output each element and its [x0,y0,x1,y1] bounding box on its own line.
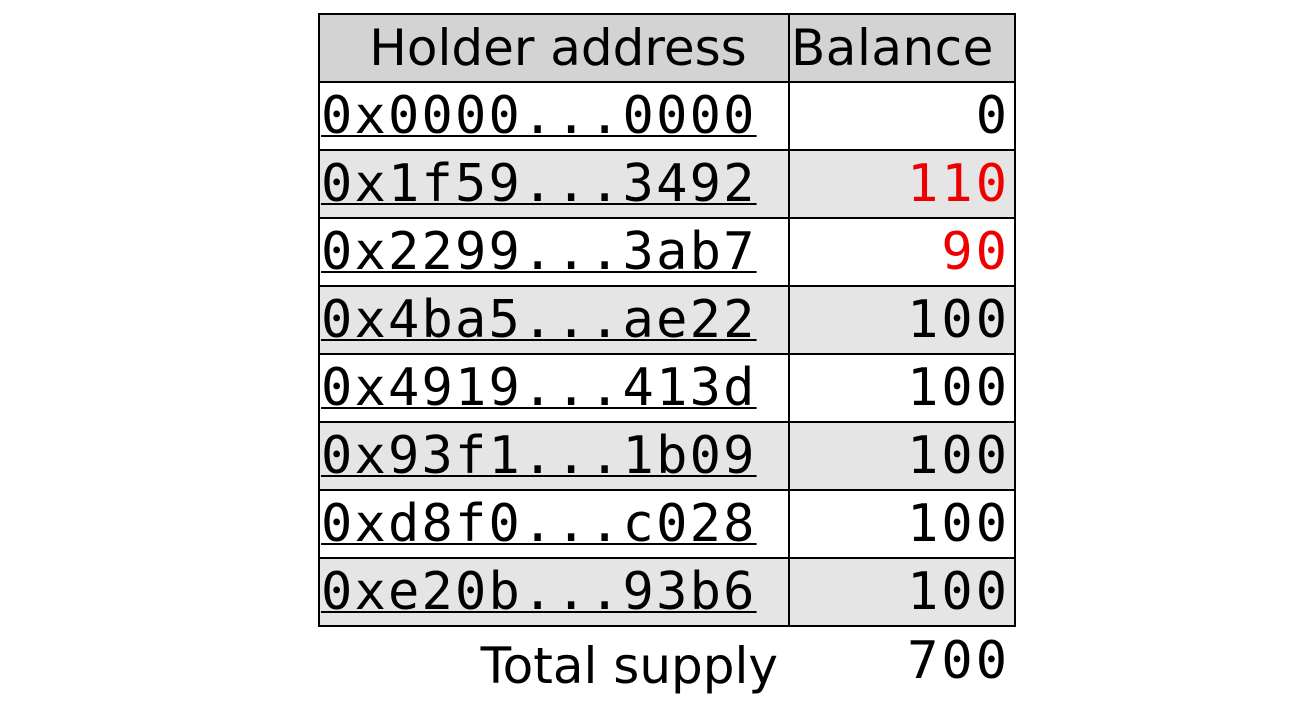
table-row: 0x4ba5...ae22 100 [318,285,1016,355]
total-supply-row: Total supply 700 [318,626,1014,696]
holder-address-link[interactable]: 0xd8f0...c028 [318,489,790,559]
holder-balance-value: 90 [788,217,1016,287]
table-row: 0xe20b...93b6 100 [318,557,1016,627]
table-body: 0x0000...0000 0 0x1f59...3492 110 0x2299...3… [318,81,1016,627]
total-supply-label: Total supply [480,637,778,695]
holder-balance-value: 100 [788,353,1016,423]
table-row: 0x0000...0000 0 [318,81,1016,151]
holder-balance-value: 100 [788,285,1016,355]
holder-address-link[interactable]: 0x1f59...3492 [318,149,790,219]
holder-balance-value: 100 [788,421,1016,491]
table-row: 0xd8f0...c028 100 [318,489,1016,559]
table-header-row: Holder address Balance [318,13,1016,83]
holder-address-link[interactable]: 0xe20b...93b6 [318,557,790,627]
table-row: 0x4919...413d 100 [318,353,1016,423]
holder-address-link[interactable]: 0x0000...0000 [318,81,790,151]
holder-balance-table: Holder address Balance 0x0000...0000 0 0x1… [318,13,1016,627]
column-header-balance: Balance [788,13,1016,83]
holder-balance-value: 100 [788,557,1016,627]
column-header-address: Holder address [318,13,790,83]
holder-balance-value: 110 [788,149,1016,219]
holder-address-link[interactable]: 0x4ba5...ae22 [318,285,790,355]
holder-address-link[interactable]: 0x2299...3ab7 [318,217,790,287]
holder-balance-value: 0 [788,81,1016,151]
total-supply-value: 700 [907,631,1010,691]
holder-address-link[interactable]: 0x93f1...1b09 [318,421,790,491]
table-row: 0x1f59...3492 110 [318,149,1016,219]
table-row: 0x2299...3ab7 90 [318,217,1016,287]
table-row: 0x93f1...1b09 100 [318,421,1016,491]
holder-address-link[interactable]: 0x4919...413d [318,353,790,423]
holder-balance-value: 100 [788,489,1016,559]
